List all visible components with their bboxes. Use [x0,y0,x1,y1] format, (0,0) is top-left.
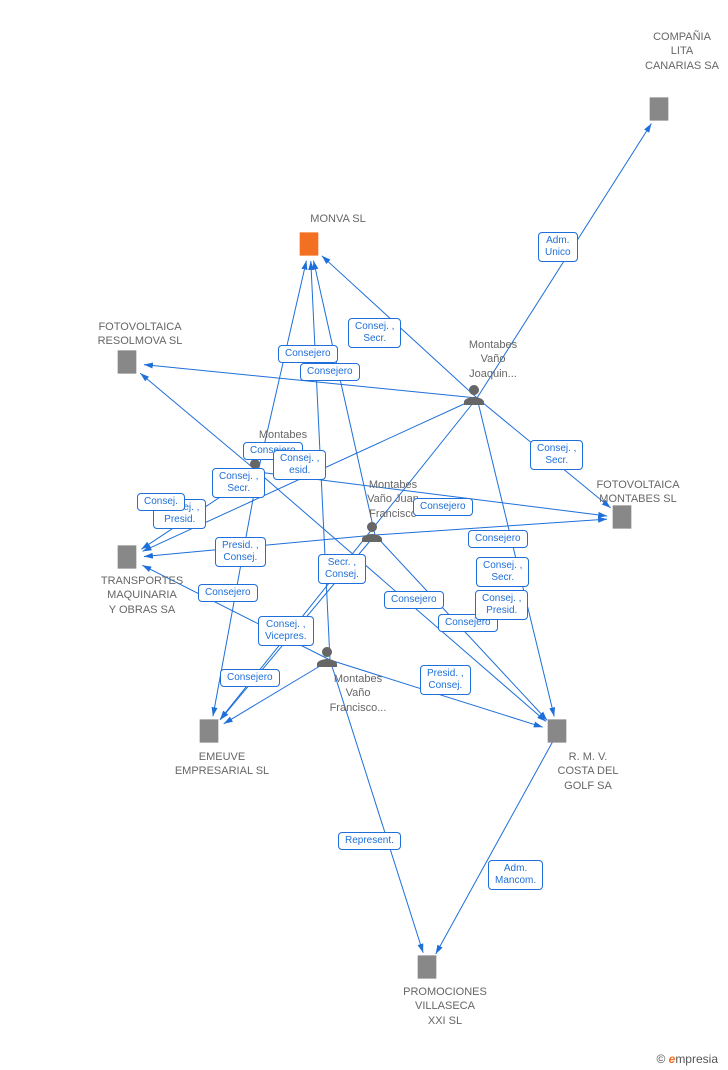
edge-label: Consejero [220,669,280,687]
edge-label: Consej. , esid. [273,450,326,480]
edge-label: Consejero [198,584,258,602]
building-icon [113,543,143,573]
brand-rest: mpresia [675,1052,718,1066]
edge-label: Secr. , Consej. [318,554,366,584]
building-icon [113,348,143,378]
building-icon [195,717,225,747]
node-label: EMEUVE EMPRESARIAL SL [172,750,272,779]
edge-label: Consejero [384,591,444,609]
edge-label: Consej. [137,493,185,511]
building-icon [543,717,573,747]
node-label: R. M. V. COSTA DEL GOLF SA [538,750,638,793]
building-icon [413,953,443,983]
building-icon [295,230,325,260]
person-icon [462,383,488,409]
node-label: Montabes Vaño Francisco... [308,672,408,715]
edge-label: Represent. [338,832,401,850]
edge-label: Consej. , Secr. [348,318,401,348]
node-label: COMPAÑIA LITA CANARIAS SA [632,30,728,73]
edge-label: Consejero [300,363,360,381]
edge-line [140,373,258,472]
edge-label: Consej. , Secr. [476,557,529,587]
person-icon [315,645,341,671]
node-label: FOTOVOLTAICA MONTABES SL [588,478,688,507]
edge-label: Consej. , Secr. [530,440,583,470]
building-icon [645,95,675,125]
node-label: PROMOCIONES VILLASECA XXI SL [395,985,495,1028]
edge-label: Consej. , Secr. [212,468,265,498]
edge-label: Consej. , Vicepres. [258,616,314,646]
footer-copyright: © empresia [656,1052,718,1066]
building-icon [608,503,638,533]
edge-label: Consejero [413,498,473,516]
node-label: MONVA SL [288,212,388,226]
person-icon [360,520,386,546]
node-label: FOTOVOLTAICA RESOLMOVA SL [90,320,190,349]
edge-label: Adm. Mancom. [488,860,543,890]
edge-label: Adm. Unico [538,232,578,262]
node-label: Montabes Vaño Joaquin... [443,338,543,381]
edge-label: Presid. , Consej. [420,665,471,695]
copyright-symbol: © [656,1052,665,1066]
edge-label: Presid. , Consej. [215,537,266,567]
node-label: TRANSPORTES MAQUINARIA Y OBRAS SA [92,574,192,617]
edge-label: Consej. , Presid. [475,590,528,620]
node-label: Montabes [233,428,333,442]
edge-label: Consejero [278,345,338,363]
edge-label: Consejero [468,530,528,548]
